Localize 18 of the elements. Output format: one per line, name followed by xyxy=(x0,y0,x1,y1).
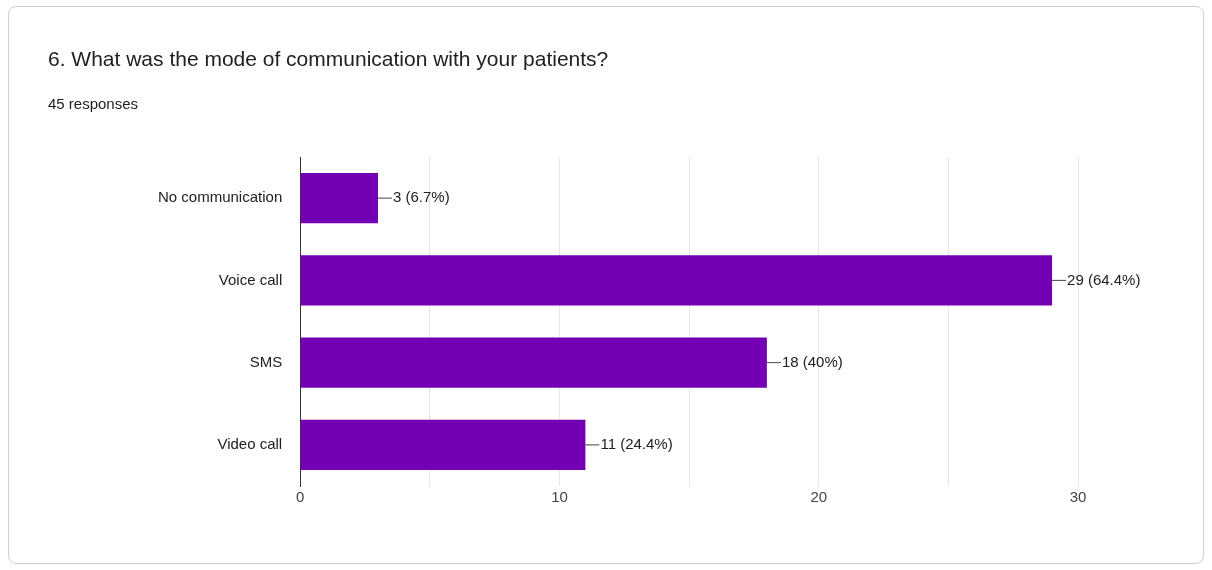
data-label: 3 (6.7%) xyxy=(393,188,450,206)
y-tick-label: Video call xyxy=(217,435,283,453)
data-label: 29 (64.4%) xyxy=(1067,270,1141,288)
y-tick-label: SMS xyxy=(249,352,283,370)
x-tick-label: 30 xyxy=(1069,488,1087,506)
y-tick-label: Voice call xyxy=(218,270,283,288)
data-label: 18 (40%) xyxy=(781,352,843,370)
bar xyxy=(300,419,586,470)
x-tick-label: 20 xyxy=(810,488,828,506)
x-tick-label: 10 xyxy=(551,488,568,506)
bar xyxy=(300,337,767,388)
text: 45 responses xyxy=(48,95,139,112)
chart-title: 6. What was the mode of communication with your patients? xyxy=(48,47,609,71)
bar xyxy=(300,173,378,224)
x-tick-label: 0 xyxy=(296,488,305,506)
data-label: 11 (24.4%) xyxy=(600,435,673,453)
bar xyxy=(300,255,1053,306)
y-tick-label: No communication xyxy=(158,188,283,206)
